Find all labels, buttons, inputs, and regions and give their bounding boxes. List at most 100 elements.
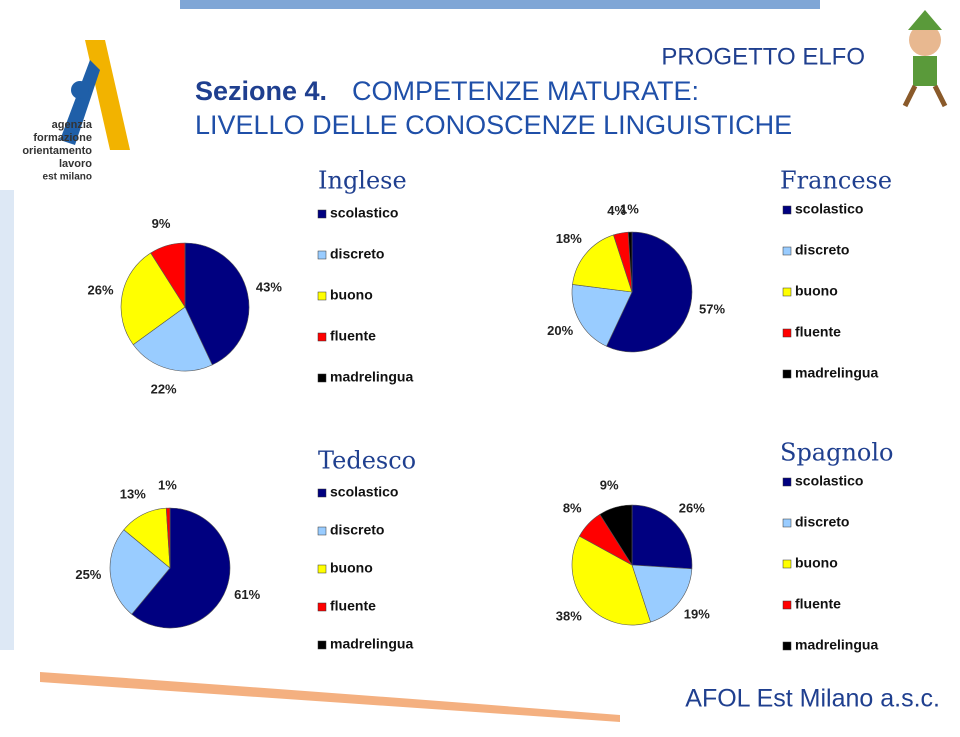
- legend-label: fluente: [795, 324, 841, 340]
- legend-swatch: [782, 518, 792, 528]
- legend-swatch: [782, 559, 792, 569]
- legend-label: discreto: [330, 246, 384, 262]
- side-bar: [0, 190, 14, 650]
- data-label: 19%: [684, 607, 710, 622]
- pie-slice: [132, 306, 213, 372]
- legend-label: scolastico: [330, 205, 398, 221]
- legend-swatch: [317, 332, 327, 342]
- legend-label: madrelingua: [330, 636, 413, 652]
- pie-slice: [184, 242, 250, 366]
- pie-slice: [631, 564, 693, 623]
- legend-swatch: [782, 246, 792, 256]
- legend-label: madrelingua: [330, 369, 413, 385]
- pie-chart: Spagnolo 26% 19% 38% 8% 9% scolastico discreto b…: [556, 439, 894, 653]
- pie-slice: [572, 234, 633, 293]
- logo-text: formazione: [33, 132, 92, 144]
- legend-swatch: [782, 369, 792, 379]
- legend-swatch: [317, 291, 327, 301]
- data-label: 1%: [620, 201, 639, 216]
- pie-slice: [627, 231, 633, 293]
- pie-slice: [599, 504, 633, 567]
- chart-title: Spagnolo: [780, 439, 894, 467]
- data-label: 9%: [600, 478, 619, 493]
- title-1: COMPETENZE MATURATE:: [352, 76, 699, 106]
- logo-dot: [71, 81, 89, 99]
- data-label: 8%: [563, 500, 582, 515]
- chart-title: Inglese: [318, 167, 407, 195]
- project: PROGETTO ELFO: [661, 43, 865, 70]
- legend-swatch: [782, 641, 792, 651]
- data-label: 1%: [158, 477, 177, 492]
- section: Sezione 4.: [195, 76, 327, 106]
- top-bar: [180, 0, 820, 9]
- pie-chart: Tedesco 61% 25% 13% 1% scolastico discreto buon…: [75, 447, 416, 652]
- legend-label: madrelingua: [795, 637, 878, 653]
- legend-swatch: [782, 600, 792, 610]
- pie-slice: [631, 504, 693, 570]
- legend-label: discreto: [330, 522, 384, 538]
- title-2: LIVELLO DELLE CONOSCENZE LINGUISTICHE: [195, 110, 792, 140]
- data-label: 25%: [75, 567, 101, 582]
- elf-legs: [902, 84, 948, 108]
- chart-title: Tedesco: [318, 447, 416, 475]
- elf-hat: [908, 10, 942, 30]
- elf: [902, 10, 948, 108]
- pie-slice: [571, 535, 651, 626]
- data-label: 38%: [556, 609, 582, 624]
- data-label: 22%: [151, 382, 177, 397]
- chart-title: Francese: [780, 167, 892, 195]
- pie-slice: [606, 231, 693, 353]
- legend-swatch: [317, 209, 327, 219]
- data-label: 57%: [699, 301, 725, 316]
- pie-chart: Francese 57% 20% 18% 4%1% scolastico discreto b…: [547, 167, 892, 381]
- legend-label: fluente: [330, 328, 376, 344]
- legend-swatch: [782, 287, 792, 297]
- legend-label: madrelingua: [795, 365, 878, 381]
- legend-label: scolastico: [795, 201, 863, 217]
- legend-label: discreto: [795, 242, 849, 258]
- legend-label: buono: [330, 560, 373, 576]
- pie-slice: [131, 507, 231, 629]
- legend-swatch: [317, 373, 327, 383]
- legend-label: buono: [330, 287, 373, 303]
- pie-slice: [109, 529, 171, 615]
- data-label: 9%: [152, 216, 171, 231]
- legend-label: discreto: [795, 514, 849, 530]
- data-label: 20%: [547, 323, 573, 338]
- logo-shape: [60, 60, 100, 145]
- pie-chart: Inglese 43% 22% 26% 9% scolastico discreto buon…: [88, 167, 414, 397]
- logo-text: agenzia: [52, 119, 93, 131]
- legend-label: buono: [795, 555, 838, 571]
- legend-swatch: [317, 488, 327, 498]
- data-label: 4%: [607, 203, 626, 218]
- logo-text: orientamento: [22, 145, 92, 157]
- data-label: 43%: [256, 280, 282, 295]
- legend-swatch: [317, 602, 327, 612]
- pie-slice: [571, 284, 633, 347]
- elf-head: [909, 24, 941, 56]
- data-label: 13%: [120, 486, 146, 501]
- elf-body: [913, 56, 937, 86]
- pie-slice: [120, 252, 186, 346]
- footer: AFOL Est Milano a.s.c.: [685, 685, 940, 713]
- legend-swatch: [317, 640, 327, 650]
- data-label: 61%: [234, 587, 260, 602]
- legend-label: fluente: [795, 596, 841, 612]
- legend-label: scolastico: [330, 484, 398, 500]
- legend-label: fluente: [330, 598, 376, 614]
- data-label: 18%: [556, 231, 582, 246]
- legend-swatch: [317, 250, 327, 260]
- logo: agenzia formazione orientamento lavoro e…: [22, 40, 130, 183]
- data-label: 26%: [679, 500, 705, 515]
- legend-swatch: [782, 328, 792, 338]
- legend-swatch: [317, 526, 327, 536]
- logo-text: lavoro: [59, 158, 92, 170]
- legend-swatch: [782, 477, 792, 487]
- legend-swatch: [317, 564, 327, 574]
- data-label: 26%: [88, 282, 114, 297]
- legend-label: scolastico: [795, 473, 863, 489]
- swoosh: [40, 672, 620, 722]
- legend-swatch: [782, 205, 792, 215]
- logo-text: est milano: [43, 172, 92, 183]
